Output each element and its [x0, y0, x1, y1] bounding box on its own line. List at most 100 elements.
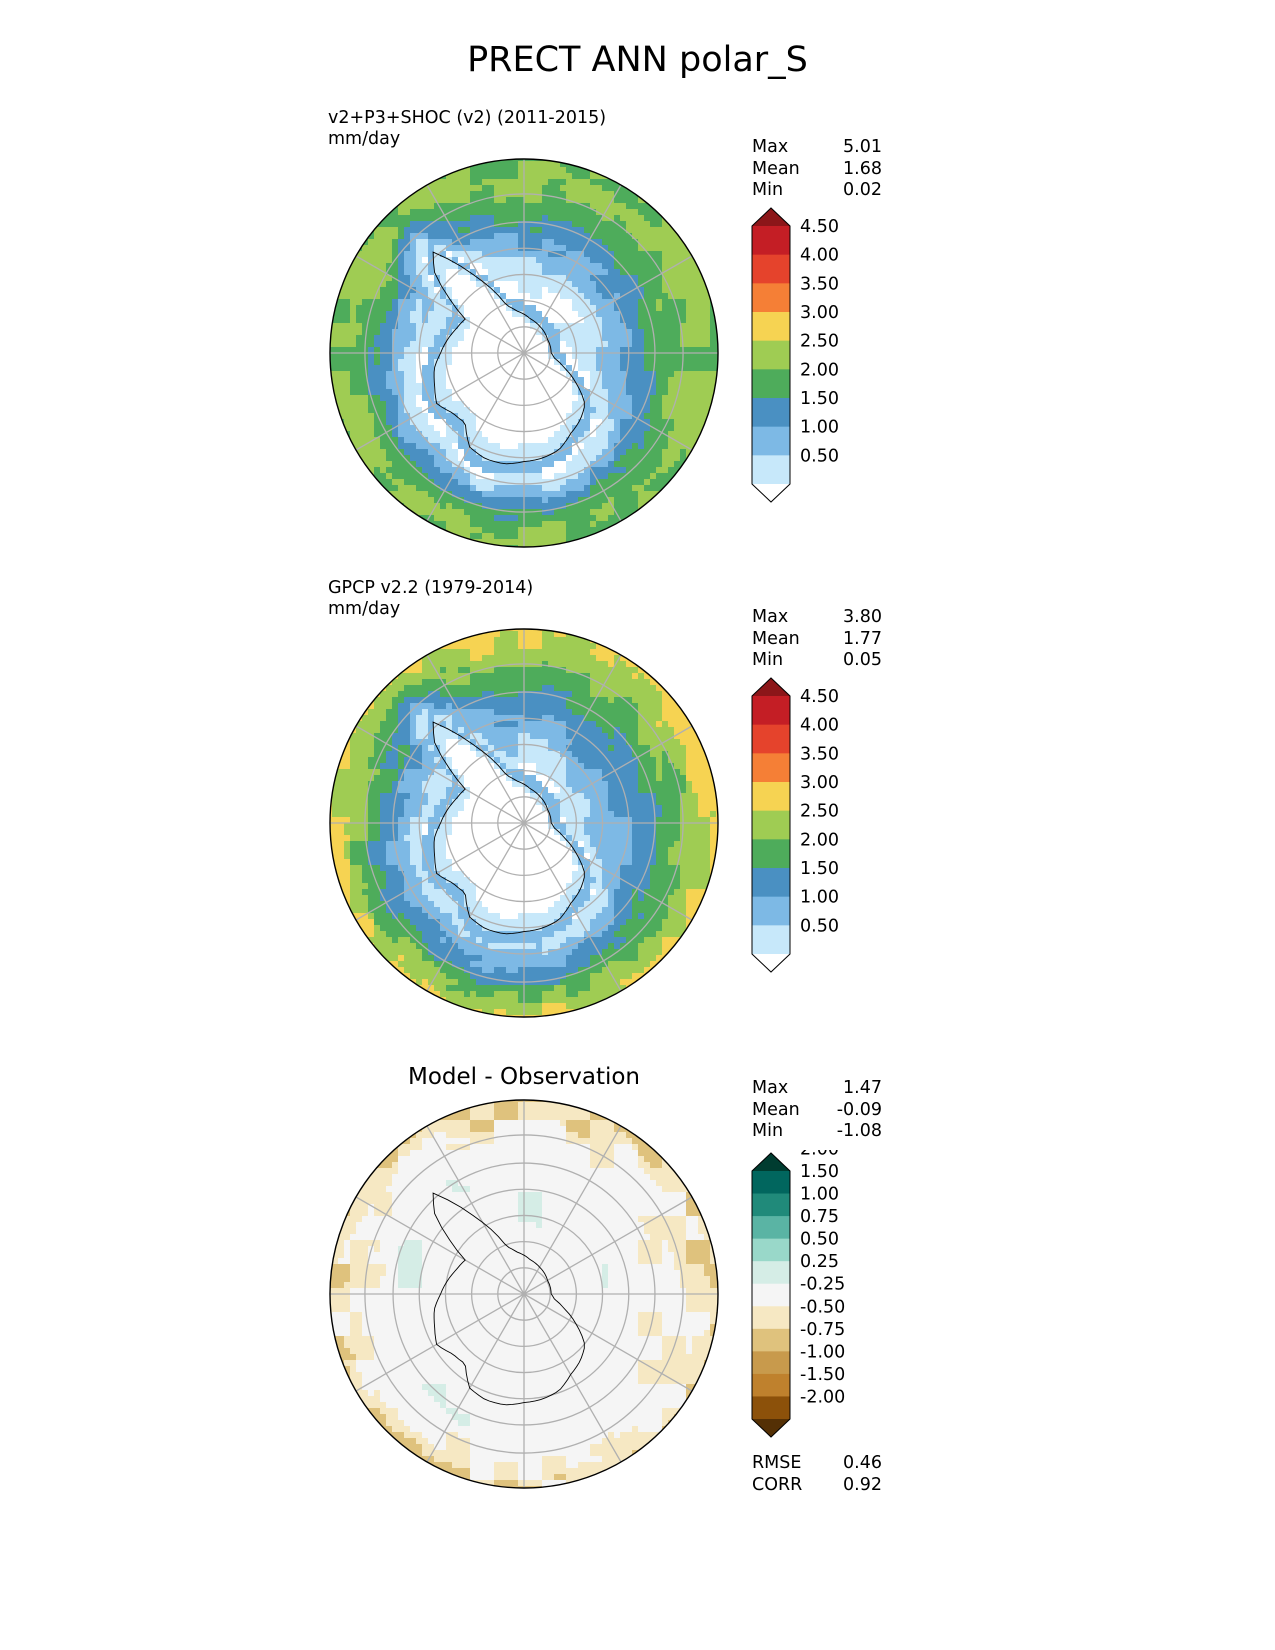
map-cell	[464, 745, 471, 752]
map-cell	[368, 787, 375, 794]
map-cell	[380, 287, 387, 294]
map-cell	[608, 293, 615, 300]
map-cell	[572, 793, 579, 800]
map-cell	[644, 251, 651, 258]
map-cell	[698, 787, 705, 794]
map-cell	[476, 443, 483, 450]
map-cell	[386, 679, 393, 686]
map-cell	[386, 739, 393, 746]
map-cell	[488, 503, 495, 510]
map-cell	[710, 287, 717, 294]
map-cell	[632, 431, 639, 438]
map-cell	[452, 365, 459, 372]
map-cell	[632, 449, 639, 456]
map-cell	[422, 371, 429, 378]
map-cell	[410, 227, 417, 234]
map-cell	[446, 521, 453, 528]
map-cell	[356, 763, 363, 770]
map-cell	[362, 787, 369, 794]
map-cell	[608, 281, 615, 288]
map-cell	[476, 787, 483, 794]
map-cell	[398, 233, 405, 240]
map-cell	[386, 449, 393, 456]
map-cell	[692, 389, 699, 396]
map-cell	[374, 245, 381, 252]
map-cell	[380, 419, 387, 426]
map-cell	[350, 425, 357, 432]
map-cell	[356, 389, 363, 396]
map-cell	[434, 179, 441, 186]
map-cell	[608, 661, 615, 668]
map-cell	[542, 727, 549, 734]
map-cell	[524, 781, 531, 788]
map-cell	[440, 407, 447, 414]
map-cell	[416, 221, 423, 228]
map-cell	[380, 401, 387, 408]
map-cell	[464, 221, 471, 228]
map-cell	[476, 721, 483, 728]
map-cell	[614, 667, 621, 674]
map-cell	[524, 395, 531, 402]
map-cell	[578, 185, 585, 192]
map-cell	[698, 353, 705, 360]
map-cell	[524, 491, 531, 498]
map-cell	[638, 251, 645, 258]
map-cell	[446, 655, 453, 662]
map-cell	[410, 697, 417, 704]
map-cell	[410, 763, 417, 770]
map-cell	[596, 239, 603, 246]
map-cell	[536, 527, 543, 534]
map-cell	[440, 461, 447, 468]
map-cell	[644, 485, 651, 492]
map-cell	[614, 335, 621, 342]
map-cell	[554, 745, 561, 752]
map-cell	[506, 203, 513, 210]
map-cell	[596, 269, 603, 276]
map-cell	[422, 359, 429, 366]
map-cell	[512, 527, 519, 534]
map-cell	[536, 449, 543, 456]
map-cell	[488, 185, 495, 192]
map-cell	[638, 419, 645, 426]
map-cell	[542, 685, 549, 692]
map-cell	[500, 721, 507, 728]
map-cell	[686, 347, 693, 354]
map-cell	[674, 359, 681, 366]
map-cell	[428, 715, 435, 722]
map-cell	[662, 233, 669, 240]
map-cell	[392, 347, 399, 354]
map-cell	[488, 751, 495, 758]
map-cell	[620, 395, 627, 402]
map-cell	[626, 491, 633, 498]
map-cell	[386, 257, 393, 264]
map-cell	[566, 335, 573, 342]
map-cell	[524, 757, 531, 764]
map-cell	[452, 353, 459, 360]
map-cell	[536, 473, 543, 480]
map-cell	[422, 287, 429, 294]
map-cell	[608, 197, 615, 204]
map-cell	[674, 781, 681, 788]
map-cell	[536, 533, 543, 540]
map-cell	[524, 703, 531, 710]
map-cell	[374, 437, 381, 444]
map-cell	[632, 479, 639, 486]
map-cell	[692, 311, 699, 318]
map-cell	[500, 293, 507, 300]
map-cell	[542, 533, 549, 540]
map-cell	[470, 209, 477, 216]
map-cell	[620, 389, 627, 396]
map-cell	[482, 491, 489, 498]
map-cell	[398, 341, 405, 348]
map-cell	[578, 491, 585, 498]
map-cell	[632, 227, 639, 234]
map-cell	[440, 479, 447, 486]
map-cell	[554, 365, 561, 372]
map-cell	[608, 503, 615, 510]
map-cell	[330, 317, 333, 324]
map-cell	[686, 287, 693, 294]
map-cell	[560, 407, 567, 414]
map-cell	[620, 655, 627, 662]
map-cell	[542, 413, 549, 420]
map-cell	[476, 287, 483, 294]
